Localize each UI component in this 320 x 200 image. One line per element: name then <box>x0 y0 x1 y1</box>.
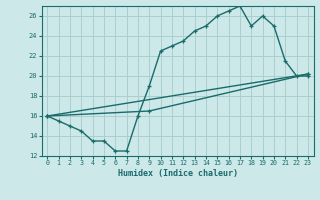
X-axis label: Humidex (Indice chaleur): Humidex (Indice chaleur) <box>118 169 237 178</box>
